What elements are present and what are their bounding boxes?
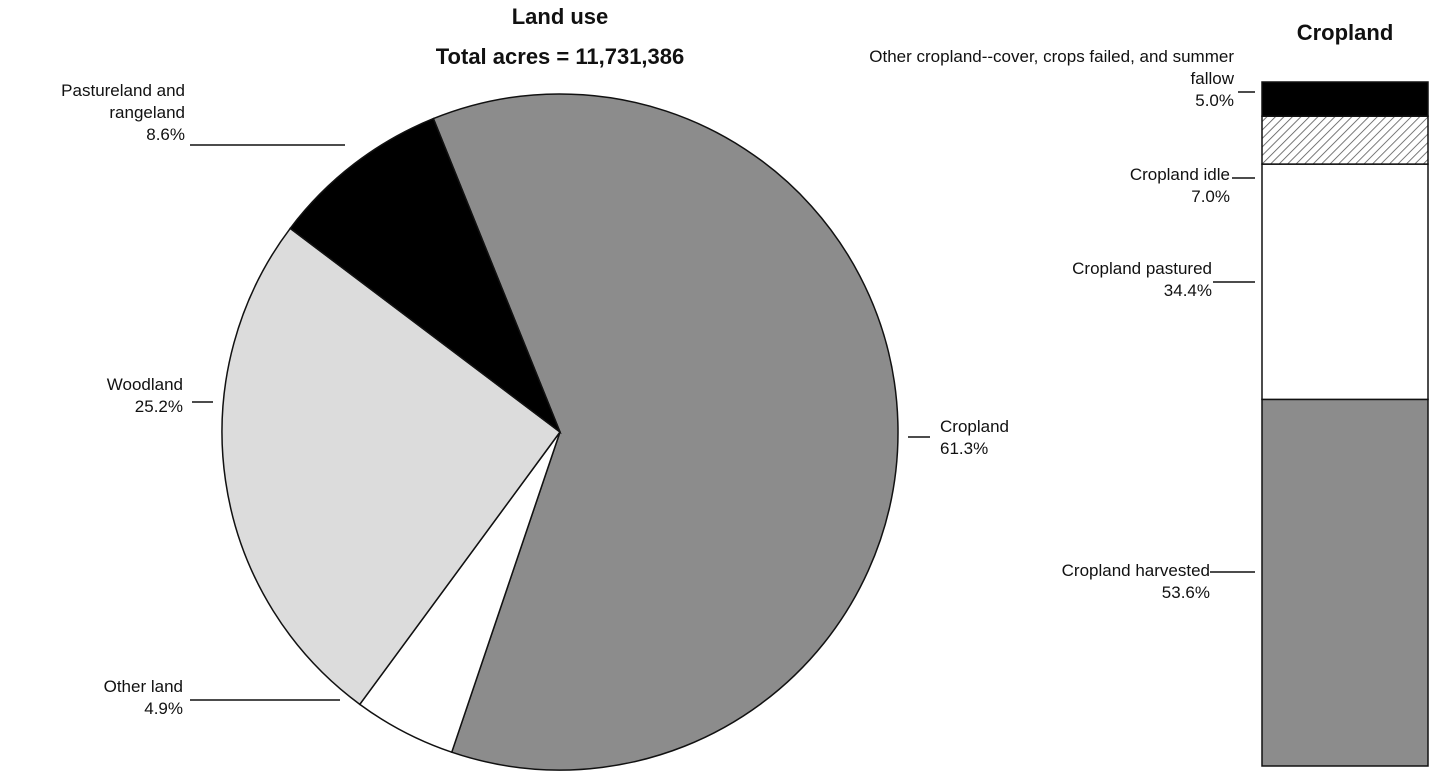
pie-slice [221, 227, 562, 706]
label-value: 7.0% [1191, 187, 1230, 206]
label-value: 5.0% [1195, 91, 1234, 110]
label-name: Woodland [106, 375, 183, 394]
pie-slice [432, 93, 899, 771]
bar-segment [1261, 115, 1429, 165]
label: Pastureland and rangeland 8.6% [0, 80, 185, 146]
label: Cropland pastured 34.4% [1072, 258, 1212, 302]
label-name: Cropland idle [1129, 165, 1230, 184]
chart-title: Cropland [1296, 20, 1394, 45]
leader-lines [190, 91, 1255, 701]
label-name: Other land [103, 677, 183, 696]
label-value: 53.6% [1161, 583, 1210, 602]
label-value: 4.9% [144, 699, 183, 718]
bar-segment [1261, 163, 1429, 401]
label-value: 34.4% [1163, 281, 1212, 300]
chart-title: Land use [511, 4, 609, 29]
label: Woodland 25.2% [107, 374, 183, 418]
label: Other land 4.9% [104, 676, 183, 720]
label-name: Cropland [940, 417, 1009, 436]
label: Cropland idle 7.0% [1130, 164, 1230, 208]
chart-subtitle: Total acres = 11,731,386 [435, 44, 685, 69]
pie-slice [289, 117, 562, 435]
label-name: Pastureland and rangeland [61, 81, 185, 122]
bar-segment [1261, 81, 1429, 117]
bar-segment [1261, 398, 1429, 767]
label: Cropland 61.3% [940, 416, 1009, 460]
label-name: Cropland pastured [1072, 259, 1212, 278]
label: Cropland harvested 53.6% [1062, 560, 1210, 604]
label-name: Other cropland--cover, crops failed, and… [869, 47, 1234, 88]
label: Other cropland--cover, crops failed, and… [854, 46, 1234, 112]
label-value: 8.6% [146, 125, 185, 144]
label-value: 61.3% [940, 439, 989, 458]
label-value: 25.2% [134, 397, 183, 416]
label-name: Cropland harvested [1061, 561, 1210, 580]
